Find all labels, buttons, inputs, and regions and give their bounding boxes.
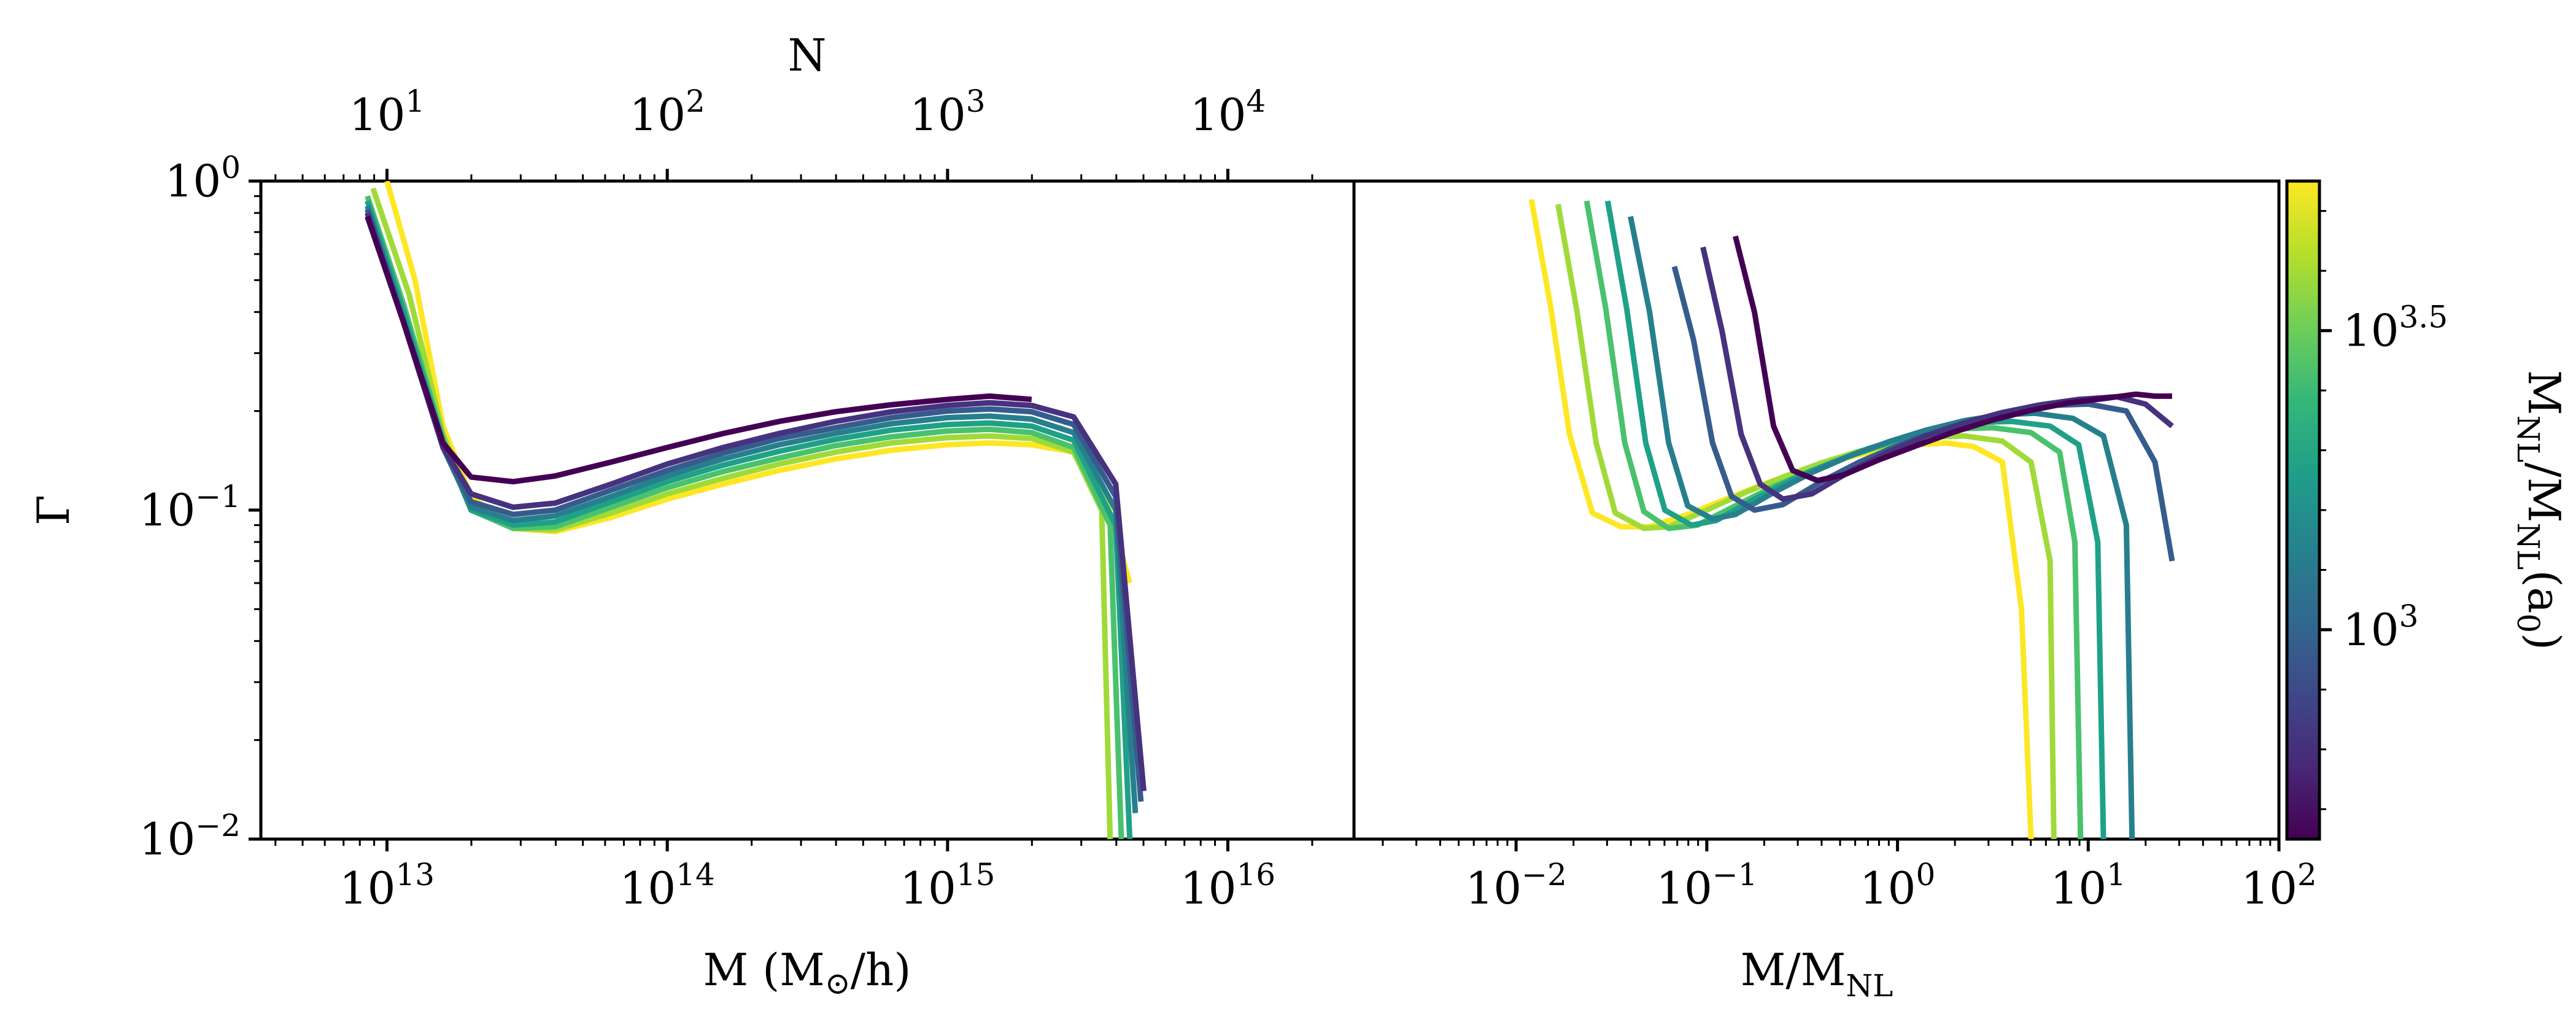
y-tick-label: 10−2 bbox=[139, 808, 241, 865]
left-series-c6 bbox=[365, 212, 1147, 792]
right-panel-frame bbox=[1352, 179, 2281, 841]
right-series-r2 bbox=[1584, 200, 2084, 839]
top-tick-label: 101 bbox=[349, 83, 425, 141]
y-tick-label: 10−1 bbox=[139, 479, 241, 536]
right-x-tick-label: 10−1 bbox=[1656, 857, 1757, 914]
left-x-axis: 1013 1014 1015 1016 bbox=[274, 839, 1313, 914]
right-series-group bbox=[1528, 199, 2175, 839]
colorbar-gradient bbox=[2287, 181, 2319, 839]
left-x-tick-label: 1014 bbox=[620, 857, 715, 914]
right-series-r4 bbox=[1628, 215, 2135, 839]
right-series-r6 bbox=[1700, 246, 2174, 502]
left-y-axis: 100 10−1 10−2 bbox=[139, 150, 261, 865]
left-series-c3 bbox=[365, 199, 1133, 839]
left-series-group bbox=[365, 181, 1147, 839]
left-y-axis-title: Γ bbox=[28, 495, 79, 525]
top-n-axis: 101 102 103 104 bbox=[274, 83, 1313, 181]
right-series-r0 bbox=[1528, 199, 2034, 839]
left-series-c4 bbox=[365, 205, 1139, 813]
left-series-c7 bbox=[365, 215, 1032, 485]
right-series-r5 bbox=[1671, 266, 2175, 562]
colorbar-label: MNL/MNL(a0) bbox=[2510, 370, 2570, 651]
top-tick-label: 102 bbox=[629, 83, 705, 141]
top-axis-title: N bbox=[788, 29, 827, 81]
left-x-axis-title: M (M⊙/h) bbox=[703, 944, 911, 1001]
colorbar-tick-label: 103 bbox=[2343, 598, 2418, 656]
right-x-tick-label: 10−2 bbox=[1465, 857, 1566, 914]
left-x-tick-label: 1015 bbox=[900, 857, 995, 914]
right-series-r1 bbox=[1555, 204, 2057, 839]
top-tick-label: 104 bbox=[1190, 83, 1266, 141]
top-tick-label: 103 bbox=[910, 83, 985, 141]
right-x-axis-title: M/MNL bbox=[1741, 944, 1893, 1004]
right-series-r7 bbox=[1733, 235, 2172, 484]
right-x-tick-label: 101 bbox=[2051, 857, 2126, 914]
right-x-axis: 10−2 10−1 100 101 102 bbox=[1382, 839, 2317, 914]
left-series-c2 bbox=[365, 195, 1124, 839]
y-tick-label: 100 bbox=[165, 150, 241, 207]
colorbar: 103 103.5 bbox=[2285, 179, 2448, 841]
colorbar-tick-label: 103.5 bbox=[2343, 300, 2448, 357]
left-x-tick-label: 1013 bbox=[339, 857, 435, 914]
left-series-c5 bbox=[365, 208, 1144, 802]
left-panel-frame bbox=[259, 179, 1356, 841]
right-x-tick-label: 100 bbox=[1860, 857, 1935, 914]
right-x-tick-label: 102 bbox=[2241, 857, 2316, 914]
left-x-tick-label: 1016 bbox=[1180, 857, 1275, 914]
